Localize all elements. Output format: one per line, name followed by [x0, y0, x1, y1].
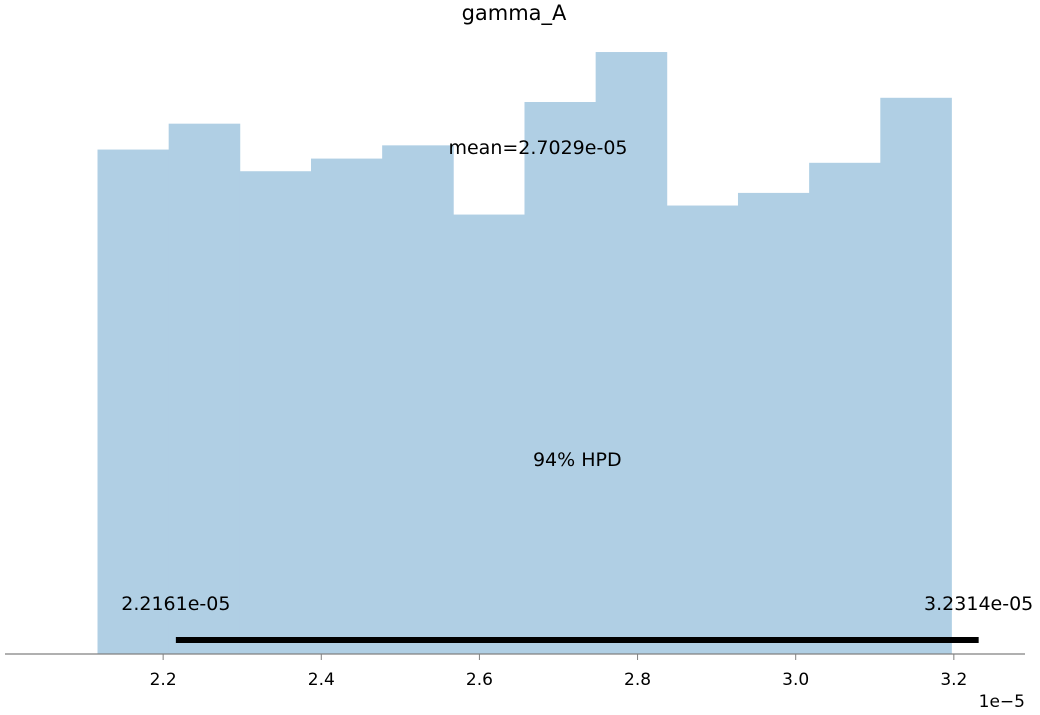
x-tick-label: 2.8: [624, 670, 651, 690]
x-tick-label: 2.2: [150, 670, 177, 690]
x-tick-label: 2.6: [466, 670, 493, 690]
x-tick-label: 2.4: [308, 670, 335, 690]
x-tick-label: 3.0: [782, 670, 809, 690]
histogram-bar: [382, 145, 454, 654]
histogram-bar: [809, 162, 881, 655]
x-tick-label: 3.2: [940, 670, 967, 690]
histogram-bar: [311, 158, 383, 654]
x-axis-ticks: 2.2 2.4 2.6 2.8 3.0 3.2: [150, 654, 967, 690]
histogram-bar: [880, 97, 952, 655]
x-axis-offset-label: 1e−5: [979, 692, 1025, 712]
histogram-bar: [168, 123, 241, 654]
hpd-label: 94% HPD: [533, 449, 622, 471]
histogram-bar: [737, 192, 810, 654]
histogram-bar: [666, 205, 739, 654]
histogram-bars: [97, 52, 952, 655]
histogram-bar: [595, 52, 668, 655]
hpd-high-label: 3.2314e-05: [924, 593, 1033, 615]
histogram-bar: [524, 102, 597, 655]
chart-title: gamma_A: [462, 1, 567, 26]
histogram-bar: [97, 149, 170, 654]
histogram-bar: [453, 214, 525, 654]
mean-annotation: mean=2.7029e-05: [448, 137, 627, 159]
hpd-low-label: 2.2161e-05: [121, 593, 230, 615]
histogram-bar: [239, 171, 312, 654]
